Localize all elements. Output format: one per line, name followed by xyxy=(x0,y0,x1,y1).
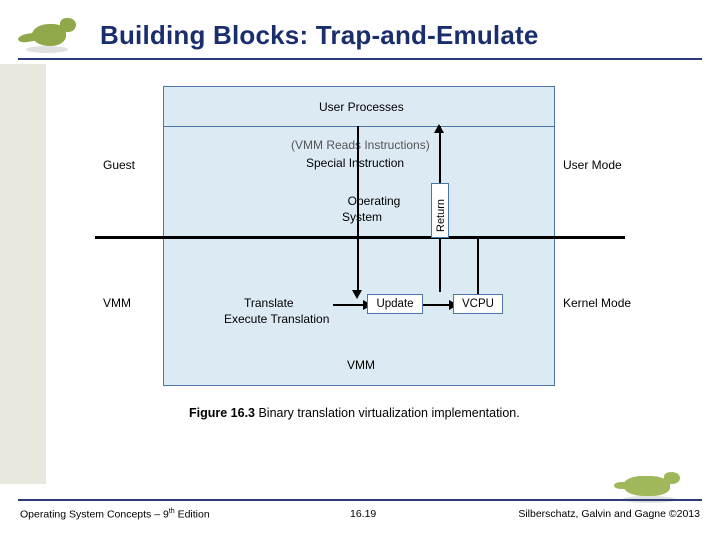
dinosaur-top-icon xyxy=(18,18,88,56)
label-operating: Operating xyxy=(334,194,414,208)
label-user-mode: User Mode xyxy=(563,158,622,172)
label-vmm-left: VMM xyxy=(103,296,131,310)
footer: Operating System Concepts – 9th Edition … xyxy=(0,508,720,538)
footer-page-number: 16.19 xyxy=(350,508,376,520)
update-box: Update xyxy=(367,294,423,314)
footer-left-b: Edition xyxy=(175,509,210,521)
label-kernel-mode: Kernel Mode xyxy=(563,296,631,310)
label-translate: Translate xyxy=(244,296,294,310)
title-underline xyxy=(18,58,702,60)
footer-right: Silberschatz, Galvin and Gagne ©2013 xyxy=(518,508,700,520)
footer-divider xyxy=(18,499,702,501)
user-proc-divider xyxy=(163,126,555,127)
vcpu-box: VCPU xyxy=(453,294,503,314)
label-execute-translation: Execute Translation xyxy=(224,312,329,326)
label-vmm-reads: (VMM Reads Instructions) xyxy=(291,138,430,152)
footer-left-a: Operating System Concepts – 9 xyxy=(20,509,169,521)
arrow-up-head-icon xyxy=(434,124,444,133)
figure-caption-number: Figure 16.3 xyxy=(189,406,255,420)
title-row: Building Blocks: Trap-and-Emulate xyxy=(0,18,720,64)
label-guest: Guest xyxy=(103,158,135,172)
arrow-up-upper xyxy=(439,126,441,183)
label-user-processes: User Processes xyxy=(319,100,404,114)
arrow-down-head-icon xyxy=(352,290,362,299)
arrow-up-lower xyxy=(439,238,441,292)
arrow-down-line xyxy=(357,126,359,292)
footer-left: Operating System Concepts – 9th Edition xyxy=(20,508,210,521)
label-special-instruction: Special Instruction xyxy=(306,156,404,170)
figure-caption-text: Binary translation virtualization implem… xyxy=(255,406,520,420)
diagram: User Processes (VMM Reads Instructions) … xyxy=(95,86,625,426)
arrow-to-update-line xyxy=(333,304,367,306)
label-vmm-bottom: VMM xyxy=(347,358,375,372)
mode-divider-line xyxy=(95,236,625,239)
left-rail xyxy=(0,64,46,484)
figure-caption: Figure 16.3 Binary translation virtualiz… xyxy=(189,406,520,420)
label-system: System xyxy=(342,210,382,224)
label-return: Return xyxy=(435,199,447,232)
page-title: Building Blocks: Trap-and-Emulate xyxy=(100,20,539,51)
vcpu-up-line xyxy=(477,236,479,294)
